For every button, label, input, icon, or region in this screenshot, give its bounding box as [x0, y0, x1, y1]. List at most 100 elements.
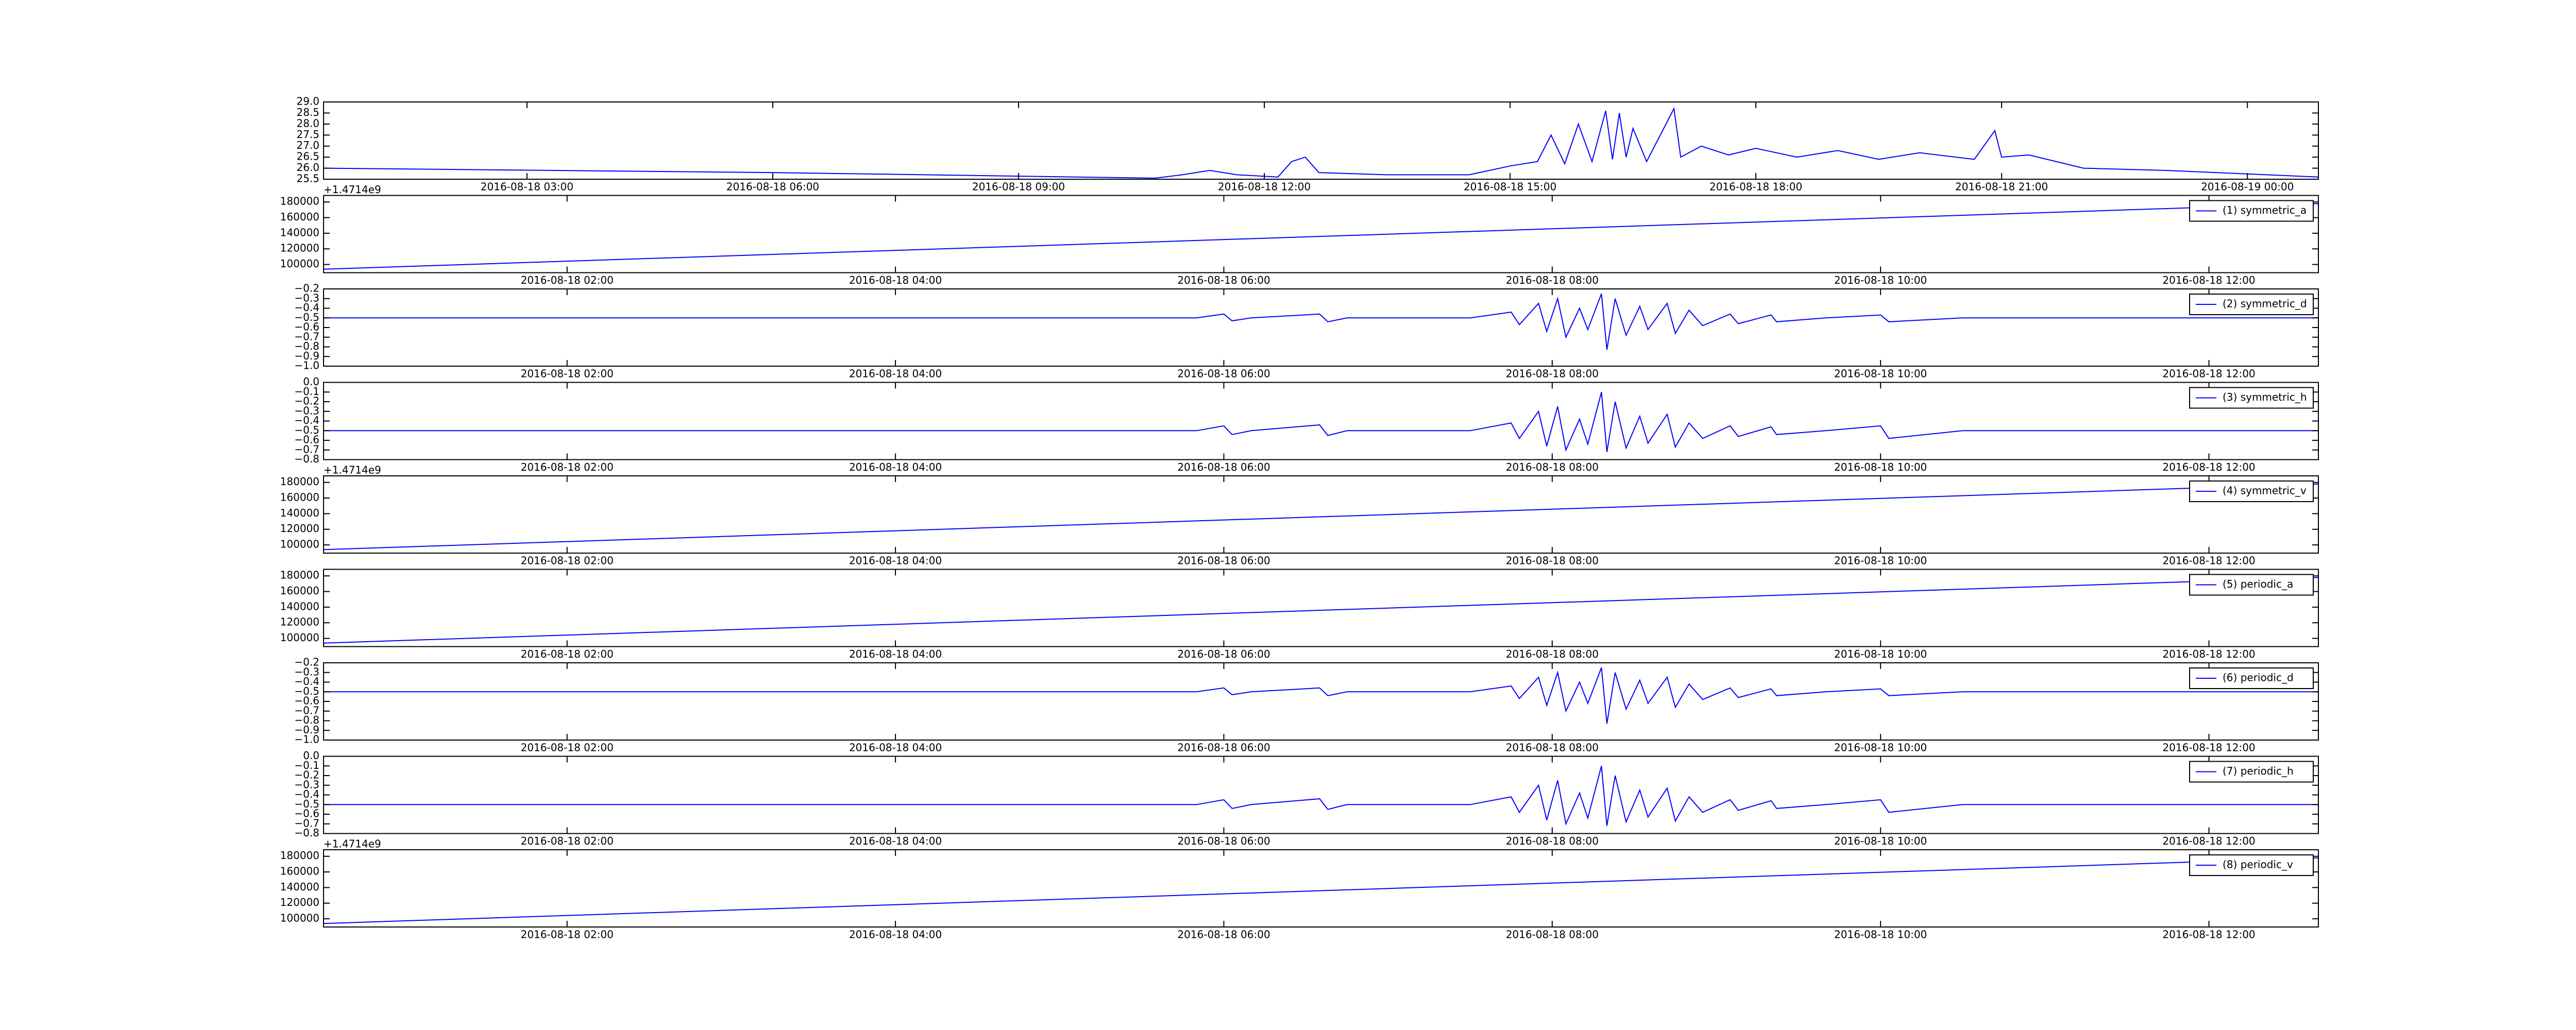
- axes-frame: [323, 849, 2319, 928]
- plot-area: [324, 850, 2318, 927]
- legend-label: (5) periodic_a: [2223, 578, 2293, 590]
- subplot: [324, 102, 2318, 179]
- y-tick-label: 140000: [280, 881, 319, 893]
- x-tick-label: 2016-08-18 08:00: [1506, 648, 1599, 660]
- subplot: [324, 476, 2318, 553]
- y-tick-label: −0.4: [294, 788, 319, 800]
- x-tick-label: 2016-08-18 08:00: [1506, 742, 1599, 754]
- y-tick-label: 160000: [280, 865, 319, 878]
- x-tick-label: 2016-08-18 04:00: [849, 274, 942, 286]
- y-tick-label: −0.2: [294, 282, 319, 295]
- legend-label: (3) symmetric_h: [2223, 391, 2307, 403]
- data-line: [324, 483, 2318, 551]
- x-tick-label: 2016-08-18 02:00: [521, 648, 614, 660]
- x-tick-label: 2016-08-18 12:00: [2162, 555, 2255, 567]
- y-tick-label: 120000: [280, 896, 319, 908]
- x-tick-label: 2016-08-18 08:00: [1506, 461, 1599, 473]
- x-tick-label: 2016-08-18 08:00: [1506, 835, 1599, 847]
- y-tick-label: 28.0: [296, 117, 319, 129]
- y-tick-label: −0.8: [294, 827, 319, 839]
- x-tick-label: 2016-08-18 21:00: [1955, 181, 2048, 193]
- y-tick-label: −1.0: [294, 733, 319, 746]
- x-tick-label: 2016-08-18 08:00: [1506, 274, 1599, 286]
- data-line: [324, 294, 2318, 350]
- plot-area: [324, 476, 2318, 553]
- y-tick-label: 0.0: [303, 749, 319, 762]
- y-tick-label: −0.6: [294, 695, 319, 707]
- x-tick-label: 2016-08-18 10:00: [1834, 929, 1927, 941]
- plot-area: [324, 382, 2318, 460]
- y-tick-label: 100000: [280, 258, 319, 270]
- legend-label: (2) symmetric_d: [2223, 298, 2307, 310]
- x-tick-label: 2016-08-18 10:00: [1834, 648, 1927, 660]
- x-tick-label: 2016-08-18 02:00: [521, 368, 614, 380]
- x-tick-label: 2016-08-18 02:00: [521, 835, 614, 847]
- x-tick-label: 2016-08-18 02:00: [521, 461, 614, 473]
- x-tick-label: 2016-08-18 04:00: [849, 742, 942, 754]
- y-tick-label: −0.5: [294, 424, 319, 436]
- x-tick-label: 2016-08-18 06:00: [726, 181, 819, 193]
- subplot: [324, 850, 2318, 927]
- y-tick-label: 120000: [280, 616, 319, 628]
- x-tick-label: 2016-08-18 12:00: [2162, 461, 2255, 473]
- x-tick-label: 2016-08-19 00:00: [2201, 181, 2294, 193]
- data-line: [324, 577, 2318, 644]
- y-tick-label: −0.4: [294, 414, 319, 426]
- data-line: [324, 766, 2318, 826]
- x-tick-label: 2016-08-18 06:00: [1177, 368, 1270, 380]
- x-tick-label: 2016-08-18 06:00: [1177, 929, 1270, 941]
- x-tick-label: 2016-08-18 04:00: [849, 461, 942, 473]
- x-tick-label: 2016-08-18 06:00: [1177, 648, 1270, 660]
- y-tick-label: −0.4: [294, 301, 319, 314]
- subplot: [324, 663, 2318, 740]
- plot-area: [324, 289, 2318, 366]
- y-tick-label: 160000: [280, 211, 319, 223]
- y-tick-label: −0.7: [294, 443, 319, 455]
- y-tick-label: 120000: [280, 242, 319, 254]
- subplot: [324, 195, 2318, 273]
- x-tick-label: 2016-08-18 12:00: [2162, 274, 2255, 286]
- x-tick-label: 2016-08-18 10:00: [1834, 368, 1927, 380]
- y-tick-label: −0.6: [294, 434, 319, 446]
- plot-area: [324, 663, 2318, 740]
- axes-frame: [323, 101, 2319, 180]
- x-tick-label: 2016-08-18 10:00: [1834, 742, 1927, 754]
- x-tick-label: 2016-08-18 04:00: [849, 835, 942, 847]
- y-tick-label: 140000: [280, 600, 319, 612]
- y-tick-label: 100000: [280, 912, 319, 924]
- x-tick-label: 2016-08-18 04:00: [849, 555, 942, 567]
- legend-label: (4) symmetric_v: [2223, 485, 2307, 497]
- y-tick-label: 27.0: [296, 139, 319, 151]
- x-tick-label: 2016-08-18 06:00: [1177, 274, 1270, 286]
- x-tick-label: 2016-08-18 12:00: [2162, 648, 2255, 660]
- y-tick-label: 0.0: [303, 375, 319, 388]
- x-tick-label: 2016-08-18 04:00: [849, 368, 942, 380]
- y-tick-label: −0.2: [294, 769, 319, 781]
- y-tick-label: −0.1: [294, 385, 319, 398]
- y-tick-label: −0.3: [294, 291, 319, 304]
- y-tick-label: −0.9: [294, 350, 319, 362]
- y-tick-label: −0.3: [294, 778, 319, 791]
- y-tick-label: 140000: [280, 507, 319, 519]
- x-tick-label: 2016-08-18 02:00: [521, 929, 614, 941]
- y-tick-label: −0.7: [294, 817, 319, 829]
- x-tick-label: 2016-08-18 08:00: [1506, 929, 1599, 941]
- x-tick-label: 2016-08-18 04:00: [849, 648, 942, 660]
- data-line: [324, 857, 2318, 924]
- y-tick-label: −0.2: [294, 656, 319, 668]
- x-tick-label: 2016-08-18 06:00: [1177, 742, 1270, 754]
- data-line: [324, 203, 2318, 270]
- x-tick-label: 2016-08-18 10:00: [1834, 835, 1927, 847]
- y-tick-label: 140000: [280, 226, 319, 238]
- y-tick-label: 28.5: [296, 106, 319, 118]
- y-tick-label: −0.8: [294, 453, 319, 465]
- axis-offset-text: +1.4714e9: [324, 838, 381, 850]
- y-tick-label: −0.2: [294, 395, 319, 407]
- y-tick-label: 100000: [280, 631, 319, 644]
- data-line: [324, 107, 2318, 179]
- x-tick-label: 2016-08-18 02:00: [521, 274, 614, 286]
- axes-frame: [323, 569, 2319, 647]
- y-tick-label: −0.7: [294, 704, 319, 716]
- plot-area: [324, 569, 2318, 647]
